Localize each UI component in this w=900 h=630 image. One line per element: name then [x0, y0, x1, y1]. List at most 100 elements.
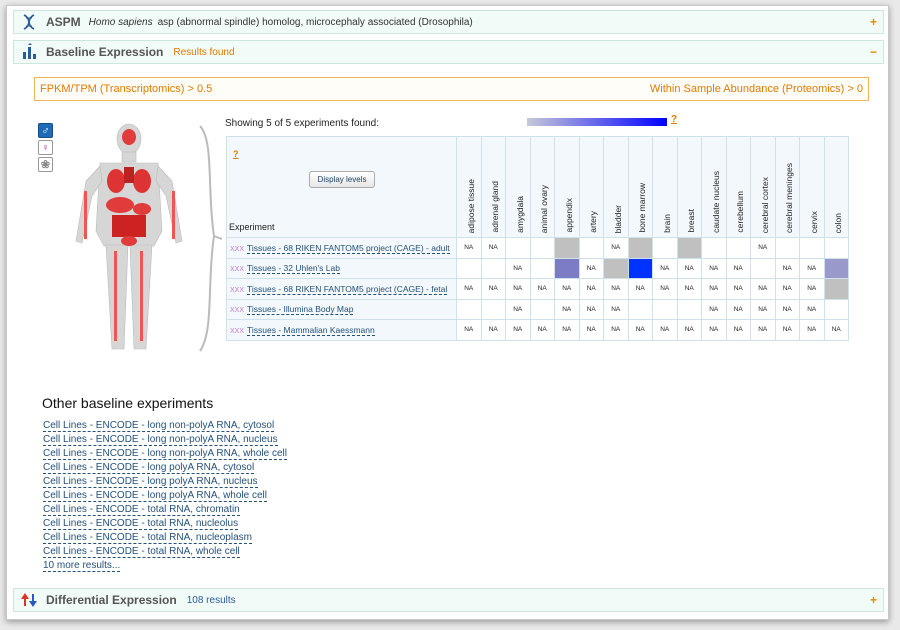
- heatmap-cell[interactable]: [725, 237, 751, 259]
- heatmap-cell[interactable]: [823, 278, 849, 300]
- expand-toggle-icon[interactable]: +: [869, 593, 877, 607]
- heatmap-cell[interactable]: [456, 257, 482, 279]
- other-experiment-link[interactable]: Cell Lines - ENCODE - long polyA RNA, wh…: [43, 490, 267, 502]
- other-experiment-link[interactable]: Cell Lines - ENCODE - long non-polyA RNA…: [43, 448, 287, 460]
- heatmap-cell[interactable]: NA: [554, 319, 580, 341]
- heatmap-cell[interactable]: NA: [823, 319, 849, 341]
- heatmap-cell[interactable]: NA: [799, 319, 825, 341]
- heatmap-cell[interactable]: [676, 298, 702, 320]
- heatmap-cell[interactable]: NA: [774, 298, 800, 320]
- heatmap-column-header[interactable]: colon: [823, 136, 849, 238]
- heatmap-cell[interactable]: NA: [578, 257, 604, 279]
- display-levels-button[interactable]: Display levels: [309, 171, 375, 188]
- heatmap-cell[interactable]: NA: [799, 257, 825, 279]
- heatmap-cell[interactable]: NA: [480, 278, 506, 300]
- heatmap-column-header[interactable]: adrenal gland: [480, 136, 506, 238]
- heatmap-cell[interactable]: [823, 298, 849, 320]
- heatmap-column-header[interactable]: caudate nucleus: [701, 136, 727, 238]
- heatmap-cell[interactable]: [823, 237, 849, 259]
- gradient-help-link[interactable]: ?: [671, 114, 678, 125]
- heatmap-cell[interactable]: NA: [603, 278, 629, 300]
- heatmap-cell[interactable]: NA: [554, 278, 580, 300]
- heatmap-cell[interactable]: NA: [578, 319, 604, 341]
- heatmap-help-link[interactable]: ?: [233, 149, 239, 159]
- collapse-toggle-icon[interactable]: −: [869, 45, 877, 59]
- heatmap-cell[interactable]: NA: [554, 298, 580, 320]
- heatmap-column-header[interactable]: brain: [652, 136, 678, 238]
- heatmap-cell[interactable]: NA: [603, 319, 629, 341]
- heatmap-cell[interactable]: NA: [774, 319, 800, 341]
- heatmap-cell[interactable]: NA: [578, 298, 604, 320]
- heatmap-column-header[interactable]: cerebellum: [725, 136, 751, 238]
- proteomics-filter[interactable]: Within Sample Abundance (Proteomics) > 0: [649, 83, 863, 95]
- heatmap-cell[interactable]: NA: [725, 257, 751, 279]
- heatmap-column-header[interactable]: breast: [676, 136, 702, 238]
- expand-toggle-icon[interactable]: +: [869, 15, 877, 29]
- other-experiment-link[interactable]: Cell Lines - ENCODE - total RNA, nucleol…: [43, 518, 239, 530]
- experiment-link[interactable]: Tissues - 32 Uhlen's Lab: [247, 263, 340, 275]
- heatmap-column-header[interactable]: animal ovary: [529, 136, 555, 238]
- heatmap-cell[interactable]: [627, 298, 653, 320]
- heatmap-cell[interactable]: NA: [701, 278, 727, 300]
- heatmap-column-header[interactable]: artery: [578, 136, 604, 238]
- heatmap-cell[interactable]: NA: [603, 237, 629, 259]
- other-experiment-link[interactable]: Cell Lines - ENCODE - long polyA RNA, cy…: [43, 462, 255, 474]
- heatmap-cell[interactable]: NA: [750, 237, 776, 259]
- heatmap-cell[interactable]: [799, 237, 825, 259]
- heatmap-cell[interactable]: NA: [480, 319, 506, 341]
- heatmap-cell[interactable]: [480, 257, 506, 279]
- brain-icon[interactable]: ❀: [38, 157, 53, 172]
- heatmap-cell[interactable]: NA: [799, 298, 825, 320]
- heatmap-cell[interactable]: [750, 257, 776, 279]
- heatmap-cell[interactable]: NA: [505, 298, 531, 320]
- heatmap-column-header[interactable]: cerebral cortex: [750, 136, 776, 238]
- heatmap-cell[interactable]: NA: [701, 257, 727, 279]
- other-experiment-link[interactable]: Cell Lines - ENCODE - total RNA, chromat…: [43, 504, 240, 516]
- female-icon[interactable]: ♀: [38, 140, 53, 155]
- heatmap-cell[interactable]: NA: [701, 319, 727, 341]
- other-experiment-link[interactable]: Cell Lines - ENCODE - total RNA, nucleop…: [43, 532, 252, 544]
- gene-header[interactable]: ASPM Homo sapiens asp (abnormal spindle)…: [13, 10, 884, 34]
- heatmap-cell[interactable]: [627, 237, 653, 259]
- differential-header[interactable]: Differential Expression 108 results +: [13, 588, 884, 612]
- heatmap-cell[interactable]: NA: [750, 298, 776, 320]
- heatmap-cell[interactable]: NA: [456, 237, 482, 259]
- experiment-link[interactable]: Tissues - 68 RIKEN FANTOM5 project (CAGE…: [247, 242, 450, 254]
- other-experiment-link[interactable]: Cell Lines - ENCODE - long polyA RNA, nu…: [43, 476, 258, 488]
- experiment-link[interactable]: Tissues - 68 RIKEN FANTOM5 project (CAGE…: [247, 283, 448, 295]
- heatmap-cell[interactable]: NA: [750, 278, 776, 300]
- heatmap-cell[interactable]: NA: [725, 298, 751, 320]
- heatmap-cell[interactable]: NA: [505, 257, 531, 279]
- heatmap-cell[interactable]: NA: [774, 278, 800, 300]
- heatmap-cell[interactable]: [554, 257, 580, 279]
- heatmap-cell[interactable]: NA: [799, 278, 825, 300]
- heatmap-cell[interactable]: NA: [676, 257, 702, 279]
- heatmap-cell[interactable]: [603, 257, 629, 279]
- heatmap-cell[interactable]: [701, 237, 727, 259]
- heatmap-cell[interactable]: NA: [456, 319, 482, 341]
- heatmap-cell[interactable]: [652, 298, 678, 320]
- heatmap-cell[interactable]: [676, 237, 702, 259]
- heatmap-cell[interactable]: NA: [627, 319, 653, 341]
- heatmap-cell[interactable]: NA: [725, 319, 751, 341]
- heatmap-column-header[interactable]: bladder: [603, 136, 629, 238]
- heatmap-cell[interactable]: NA: [505, 278, 531, 300]
- heatmap-cell[interactable]: NA: [652, 257, 678, 279]
- heatmap-cell[interactable]: NA: [750, 319, 776, 341]
- heatmap-cell[interactable]: [529, 298, 555, 320]
- other-experiment-link[interactable]: Cell Lines - ENCODE - long non-polyA RNA…: [43, 434, 278, 446]
- heatmap-column-header[interactable]: cerebral meninges: [774, 136, 800, 238]
- heatmap-cell[interactable]: NA: [701, 298, 727, 320]
- heatmap-cell[interactable]: [480, 298, 506, 320]
- heatmap-cell[interactable]: NA: [652, 319, 678, 341]
- heatmap-cell[interactable]: NA: [578, 278, 604, 300]
- heatmap-cell[interactable]: NA: [627, 278, 653, 300]
- heatmap-cell[interactable]: [578, 237, 604, 259]
- heatmap-column-header[interactable]: adipose tissue: [456, 136, 482, 238]
- heatmap-column-header[interactable]: bone marrow: [627, 136, 653, 238]
- experiment-link[interactable]: Tissues - Illumina Body Map: [247, 304, 354, 316]
- heatmap-column-header[interactable]: appendix: [554, 136, 580, 238]
- heatmap-cell[interactable]: [554, 237, 580, 259]
- transcriptomics-filter[interactable]: FPKM/TPM (Transcriptomics) > 0.5: [40, 83, 213, 95]
- heatmap-cell[interactable]: NA: [676, 278, 702, 300]
